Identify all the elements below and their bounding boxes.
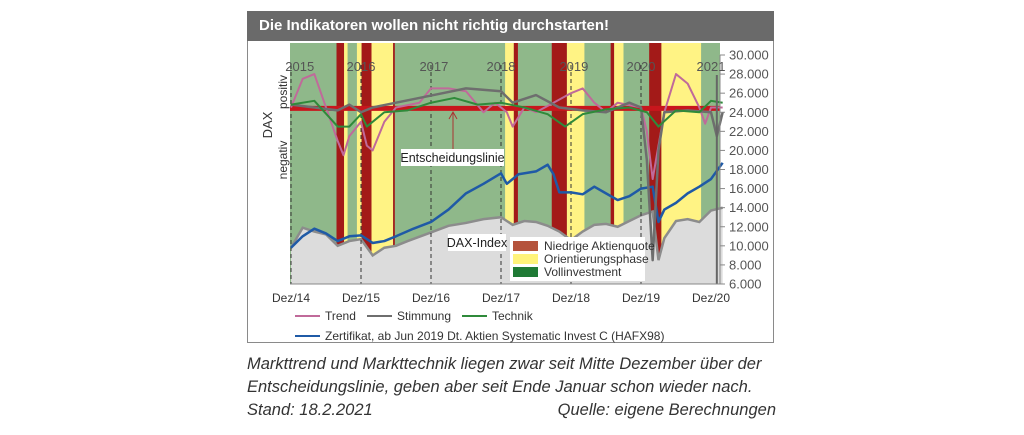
phase-legend-swatch [513,241,538,251]
year-label: 2017 [419,59,448,74]
arrow-up-icon [448,110,458,120]
phase-band-orientierungsphase [344,43,348,284]
y-tick-label: 30.000 [729,48,769,63]
y-tick-label: 28.000 [729,67,769,82]
dax-index-line [289,206,723,261]
series-stimmung-line [290,87,724,262]
legend-label: Zertifikat, ab Jun 2019 Dt. Aktien Syste… [325,329,664,343]
label-positiv: positiv [276,75,290,109]
series-zertifikat-line [290,162,724,249]
entscheidungslinie-label: Entscheidungslinie [400,151,504,165]
y-tick-label: 6.000 [729,277,762,292]
phase-band-orientierungsphase [614,43,624,284]
x-tick-label: Dez/17 [482,291,520,305]
phase-legend-label: Vollinvestment [544,265,622,279]
year-label: 2021 [697,59,726,74]
y-tick-label: 20.000 [729,143,769,158]
legend-label: Trend [325,309,356,323]
y-tick-label: 12.000 [729,219,769,234]
legend-label: Stimmung [397,309,451,323]
phase-legend-swatch [513,254,538,264]
caption-line-2: Entscheidungslinie, geben aber seit Ende… [247,378,753,396]
year-label: 2016 [347,59,376,74]
phase-legend-swatch [513,267,538,277]
y-tick-label: 14.000 [729,200,769,215]
dax-index-label: DAX-Index [447,236,508,250]
year-label: 2018 [487,59,516,74]
phase-band-orientierungsphase [505,43,514,284]
y-tick-label: 26.000 [729,86,769,101]
caption-line-1: Markttrend und Markttechnik liegen zwar … [247,355,762,373]
chart-title: Die Indikatoren wollen nicht richtig dur… [247,11,774,41]
phase-legend-label: Orientierungsphase [544,252,649,266]
x-tick-label: Dez/18 [552,291,590,305]
legend-label: Technik [492,309,534,323]
y-tick-label: 18.000 [729,162,769,177]
dax-label-box [448,234,506,251]
year-label: 2019 [559,59,588,74]
phase-band-niedrige-aktienquote [513,43,518,284]
y-tick-label: 8.000 [729,257,762,272]
x-tick-label: Dez/19 [622,291,660,305]
series-technik-line [290,96,723,128]
annotation-box [401,149,504,166]
year-label: 2015 [285,59,314,74]
x-tick-label: Dez/16 [412,291,450,305]
phase-legend-label: Niedrige Aktienquote [544,239,655,253]
year-label: 2020 [627,59,656,74]
y-tick-label: 22.000 [729,124,769,139]
phase-band-niedrige-aktienquote [361,43,372,284]
x-tick-label: Dez/20 [692,291,730,305]
phase-band-orientierungsphase [356,43,362,284]
x-tick-label: Dez/15 [342,291,380,305]
y-tick-label: 24.000 [729,105,769,120]
caption-stand: Stand: 18.2.2021 [247,401,373,419]
y-tick-label: 10.000 [729,238,769,253]
phase-band-niedrige-aktienquote [336,43,345,284]
caption-source: Quelle: eigene Berechnungen [557,401,776,419]
y-tick-label: 16.000 [729,181,769,196]
phase-band-niedrige-aktienquote [393,43,395,284]
x-tick-label: Dez/14 [272,291,310,305]
phase-band-niedrige-aktienquote [610,43,615,284]
label-negativ: negativ [276,141,290,180]
phase-band-niedrige-aktienquote [551,43,567,284]
y-axis-label-dax: DAX [260,111,275,138]
